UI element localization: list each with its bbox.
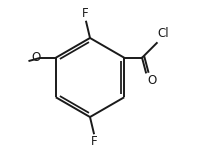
Text: O: O xyxy=(148,74,157,87)
Text: F: F xyxy=(91,135,98,148)
Text: Cl: Cl xyxy=(158,27,169,40)
Text: F: F xyxy=(82,7,89,20)
Text: O: O xyxy=(31,51,41,64)
